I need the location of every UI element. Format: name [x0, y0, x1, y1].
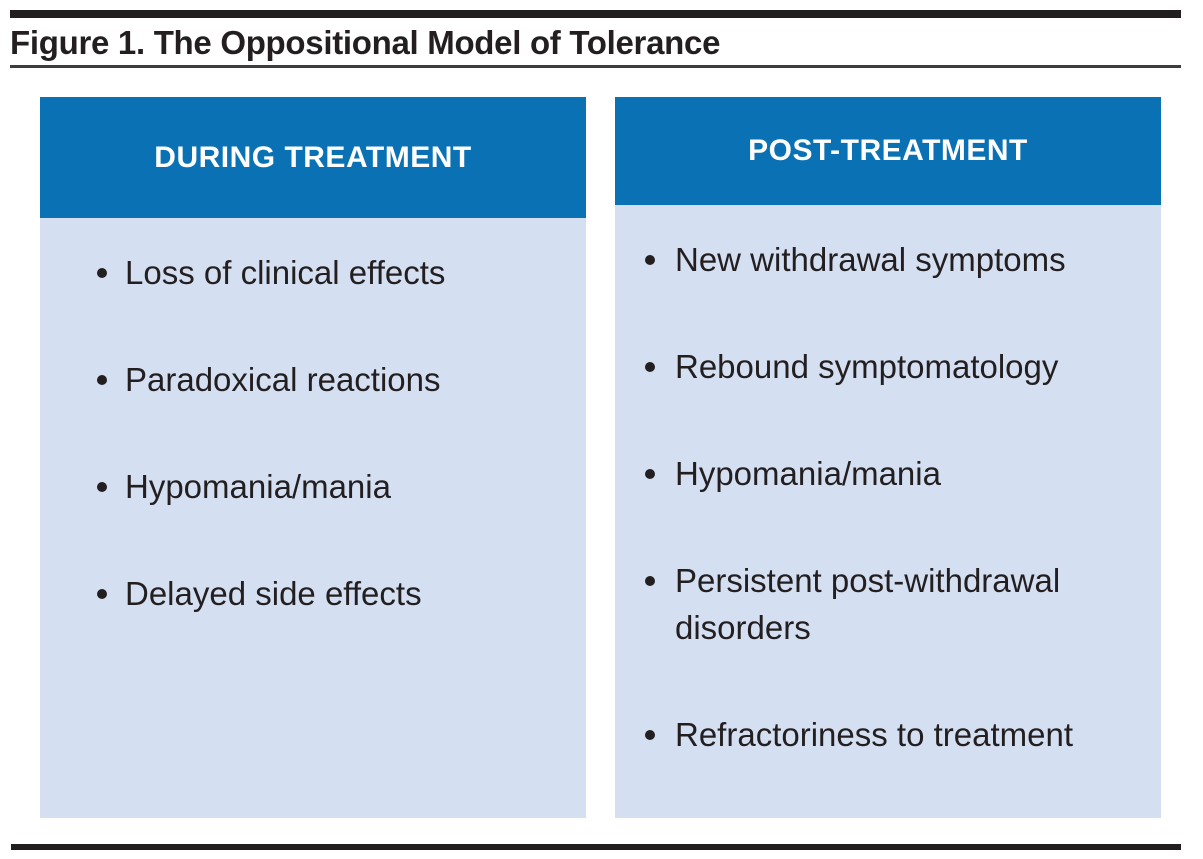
post-treatment-header: POST-TREATMENT: [615, 97, 1161, 205]
bullet-icon: [645, 730, 655, 740]
during-treatment-header: DURING TREATMENT: [40, 97, 586, 218]
top-rule: [10, 10, 1181, 18]
list-item: Delayed side effects: [40, 570, 576, 617]
figure-title: Figure 1. The Oppositional Model of Tole…: [10, 24, 721, 61]
list-item: Hypomania/mania: [615, 450, 1151, 497]
title-underline: [10, 65, 1181, 68]
list-item-text: Persistent post-withdrawal disorders: [675, 562, 1061, 646]
bullet-icon: [645, 469, 655, 479]
during-treatment-body: Loss of clinical effects Paradoxical rea…: [40, 218, 586, 818]
during-treatment-column: DURING TREATMENT Loss of clinical effect…: [40, 97, 586, 818]
list-item: Paradoxical reactions: [40, 356, 576, 403]
bullet-icon: [645, 255, 655, 265]
list-item: Persistent post-withdrawal disorders: [615, 557, 1151, 651]
list-item-text: Refractoriness to treatment: [675, 716, 1073, 753]
list-item-text: Paradoxical reactions: [125, 361, 441, 398]
bullet-icon: [645, 576, 655, 586]
list-item: Rebound symptomatology: [615, 343, 1151, 390]
list-item-text: New withdrawal symptoms: [675, 241, 1066, 278]
bullet-icon: [645, 362, 655, 372]
list-item-text: Delayed side effects: [125, 575, 422, 612]
post-treatment-list: New withdrawal symptoms Rebound symptoma…: [615, 205, 1161, 758]
bullet-icon: [97, 268, 107, 278]
list-item: New withdrawal symptoms: [615, 236, 1151, 283]
post-treatment-body: New withdrawal symptoms Rebound symptoma…: [615, 205, 1161, 818]
bottom-rule: [11, 844, 1181, 850]
list-item-text: Hypomania/mania: [125, 468, 391, 505]
post-treatment-column: POST-TREATMENT New withdrawal symptoms R…: [615, 97, 1161, 818]
list-item-text: Hypomania/mania: [675, 455, 941, 492]
during-treatment-list: Loss of clinical effects Paradoxical rea…: [40, 218, 586, 617]
list-item-text: Rebound symptomatology: [675, 348, 1059, 385]
list-item: Hypomania/mania: [40, 463, 576, 510]
bullet-icon: [97, 375, 107, 385]
bullet-icon: [97, 589, 107, 599]
list-item: Refractoriness to treatment: [615, 711, 1151, 758]
list-item: Loss of clinical effects: [40, 249, 576, 296]
bullet-icon: [97, 482, 107, 492]
list-item-text: Loss of clinical effects: [125, 254, 446, 291]
columns-container: DURING TREATMENT Loss of clinical effect…: [40, 97, 1161, 818]
